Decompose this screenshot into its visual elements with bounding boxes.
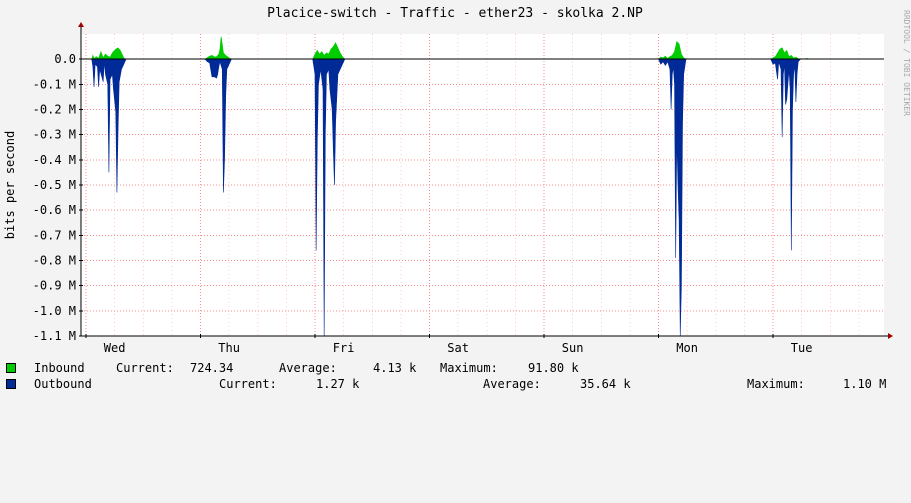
series-layer (91, 36, 810, 337)
y-tick-label: -0.8 M (33, 254, 76, 268)
outbound-current-label: Current: (219, 377, 277, 391)
inbound-maximum-label: Maximum: (440, 361, 498, 375)
x-tick-label: Fri (333, 341, 355, 355)
y-axis-arrow (78, 22, 84, 27)
series-area-inbound (91, 36, 810, 60)
y-tick-label: -0.5 M (33, 178, 76, 192)
x-tick-label: Sun (562, 341, 584, 355)
inbound-average-value: 4.13 k (373, 361, 417, 375)
y-tick-label: -0.3 M (33, 128, 76, 142)
outbound-maximum-value: 1.10 M (843, 377, 887, 391)
y-axis-label: bits per second (3, 131, 17, 239)
legend-outbound: Outbound Current: 1.27 k Average: 35.64 … (6, 377, 898, 391)
inbound-current-label: Current: (116, 361, 174, 375)
y-tick-label: -1.1 M (33, 329, 76, 343)
outbound-average-value: 35.64 k (580, 377, 631, 391)
inbound-label: Inbound (34, 361, 85, 375)
outbound-maximum-label: Maximum: (747, 377, 805, 391)
y-tick-label: -0.4 M (33, 153, 76, 167)
y-tick-label: -0.6 M (33, 203, 76, 217)
x-axis-arrow (888, 333, 893, 339)
rrdtool-watermark: RRDTOOL / TOBI OETIKER (902, 10, 911, 116)
inbound-maximum-value: 91.80 k (528, 361, 579, 375)
chart-title: Placice-switch - Traffic - ether23 - sko… (267, 6, 643, 21)
outbound-swatch (6, 379, 16, 389)
x-tick-label: Tue (791, 341, 813, 355)
inbound-swatch (6, 363, 16, 373)
y-tick-label: -0.9 M (33, 279, 76, 293)
outbound-average-label: Average: (483, 377, 541, 391)
y-tick-label: -1.0 M (33, 304, 76, 318)
y-tick-label: 0.0 (54, 52, 76, 66)
legend-inbound: Inbound Current: 724.34 Average: 4.13 k … (6, 361, 898, 375)
y-tick-label: -0.2 M (33, 103, 76, 117)
y-tick-label: -0.1 M (33, 77, 76, 91)
x-tick-label: Mon (676, 341, 698, 355)
outbound-current-value: 1.27 k (316, 377, 360, 391)
traffic-chart: 0.0 -0.1 M -0.2 M -0.3 M -0.4 M -0.5 M -0.6 M -… (3, 6, 911, 355)
inbound-current-value: 724.34 (190, 361, 234, 375)
inbound-average-label: Average: (279, 361, 337, 375)
x-tick-label: Thu (218, 341, 240, 355)
x-tick-label: Sat (447, 341, 469, 355)
series-area-outbound (91, 58, 801, 337)
axes (78, 22, 893, 339)
y-tick-label: -0.7 M (33, 228, 76, 242)
outbound-label: Outbound (34, 377, 92, 391)
tick-labels: 0.0 -0.1 M -0.2 M -0.3 M -0.4 M -0.5 M -0.6 M -… (33, 52, 813, 355)
x-tick-label: Wed (104, 341, 126, 355)
